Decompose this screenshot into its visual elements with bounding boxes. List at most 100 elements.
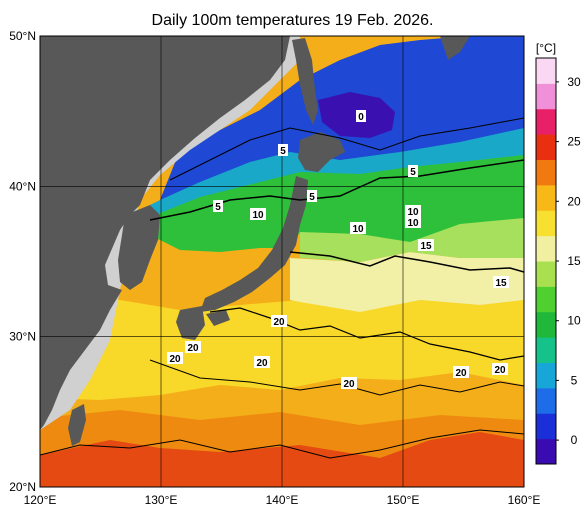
contour-label-text: 20 [343,379,355,390]
contour-label: 10 [250,208,266,221]
colorbar-segment [536,134,556,160]
colorbar-tick-label: 5 [571,373,578,387]
contour-label: 10 [405,205,421,218]
band-teal-5 [150,125,524,217]
contour-label-bg [405,205,421,217]
lon-tick-label: 160°E [508,493,541,507]
colorbar-segment [536,210,556,237]
contour-label: 5 [408,165,418,178]
band-green-10 [140,150,524,252]
contour-label: 20 [453,366,469,379]
contour-line-25 [40,429,524,459]
colorbar-segment [536,184,556,211]
contour-label: 5 [307,190,317,203]
contour-label-bg [271,315,287,327]
contour-label-text: 20 [187,343,199,354]
colorbar-segment [536,337,556,363]
contour-label-bg [185,341,201,353]
contour-label-bg [341,377,357,389]
contour-line-20 [209,307,524,361]
colorbar-segment [536,438,556,465]
contour-label: 20 [492,363,508,376]
lon-tick-label: 120°E [24,493,57,507]
colorbar-segment [536,159,556,186]
latitude-ticks: 50°N 40°N 30°N 20°N [9,29,36,494]
colorbar-tick-label: 30 [567,75,581,89]
lat-tick-label: 40°N [9,179,36,193]
contour-line-10 [149,159,524,221]
contour-label-bg [350,222,366,234]
lon-tick-label: 150°E [387,493,420,507]
colorbar-segment [536,286,556,313]
contour-label-bg [307,190,317,202]
contour-label: 5 [278,144,288,157]
contour-label: 20 [271,315,287,328]
contour-line-20-south [149,359,524,396]
contour-label-text: 20 [169,354,181,365]
colorbar-ticks: 30 25 20 15 10 5 0 [556,75,581,447]
colorbar-segment [536,413,556,440]
map-frame [39,35,525,488]
colorbar-segment [536,108,556,135]
contour-label-text: 15 [420,241,432,252]
band-pale-kuroshio [290,252,524,312]
contour-label-bg [213,200,223,212]
contour-label-bg [493,276,509,288]
land-kamchatka [440,36,470,60]
contour-label-text: 5 [410,167,416,178]
contour-label: 15 [493,276,509,289]
contour-label-text: 10 [252,210,264,221]
contour-label: 5 [213,200,223,213]
contour-label-text: 20 [494,365,506,376]
lat-tick-label: 50°N [9,29,36,43]
colorbar-segment [536,311,556,338]
colorbar-segment [536,58,556,84]
land-hokkaido [298,132,345,172]
contour-label: 10 [405,216,421,229]
land-kyushu [176,306,205,340]
colorbar-tick-label: 10 [567,314,581,328]
colorbar-segment [536,83,556,110]
contour-label: 10 [350,222,366,235]
contour-line-15 [289,251,524,273]
contour-label: 20 [341,377,357,390]
contour-label-bg [405,216,421,228]
contour-line-5 [169,117,524,181]
contour-label-bg [418,239,434,251]
contour-label-text: 10 [407,218,419,229]
contour-label-bg [356,110,366,122]
contour-label-text: 5 [215,202,221,213]
contour-label: 20 [167,352,183,365]
land-shikoku [206,310,230,326]
colorbar-tick-label: 20 [567,194,581,208]
band-light-green [300,215,524,262]
contour-label-bg [167,352,183,364]
contour-label: 0 [356,110,366,123]
lat-tick-label: 30°N [9,330,36,344]
colorbar-segment [536,387,556,414]
land-taiwan [68,404,86,446]
contour-label-text: 5 [280,146,286,157]
contour-label-text: 5 [309,192,315,203]
contour-label: 20 [254,356,270,369]
contour-label-bg [278,144,288,156]
contour-label-text: 15 [495,278,507,289]
land-asia [40,36,290,430]
lat-tick-label: 20°N [9,480,36,494]
lon-tick-label: 140°E [266,493,299,507]
colorbar-segment [536,362,556,389]
contour-label: 15 [418,239,434,252]
contour-label-bg [492,363,508,375]
contour-label-bg [408,165,418,177]
contour-label: 20 [185,341,201,354]
contour-label-bg [250,208,266,220]
colorbar [535,57,557,465]
contour-label-text: 20 [256,358,268,369]
longitude-ticks: 120°E 130°E 140°E 150°E 160°E [24,493,541,507]
map-title: Daily 100m temperatures 19 Feb. 2026. [151,12,434,29]
contour-label-text: 10 [352,224,364,235]
contour-label-text: 20 [273,317,285,328]
land-honshu [200,176,308,312]
